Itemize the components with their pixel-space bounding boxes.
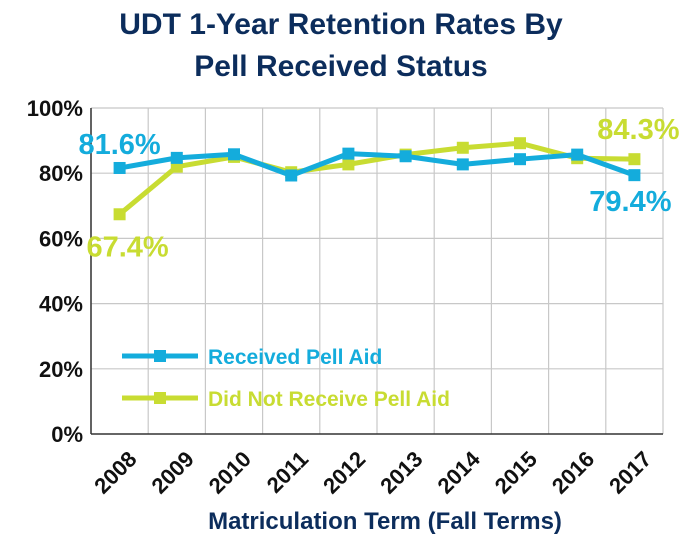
y-tick-label: 20% xyxy=(39,357,83,382)
x-tick-label: 2014 xyxy=(432,446,485,499)
data-point xyxy=(399,150,412,163)
data-point xyxy=(628,169,641,182)
x-tick-label: 2015 xyxy=(490,446,542,498)
data-point xyxy=(514,137,526,150)
legend-swatch-marker xyxy=(154,350,166,362)
data-label: 84.3% xyxy=(597,114,679,146)
legend-swatch-marker xyxy=(154,392,166,404)
x-tick-label: 2013 xyxy=(375,446,427,498)
x-axis-label: Matriculation Term (Fall Terms) xyxy=(208,508,562,535)
data-point xyxy=(571,148,584,161)
x-tick-label: 2010 xyxy=(204,446,256,498)
legend-label: Received Pell Aid xyxy=(208,346,382,369)
y-tick-label: 0% xyxy=(51,422,83,447)
x-tick-label: 2017 xyxy=(604,446,656,498)
data-label: 67.4% xyxy=(86,231,168,263)
series-line xyxy=(118,140,635,217)
data-point xyxy=(342,147,355,160)
data-point xyxy=(285,169,298,182)
data-point xyxy=(113,161,126,174)
y-tick-label: 80% xyxy=(39,161,83,186)
x-tick-label: 2012 xyxy=(318,446,370,498)
x-tick-label: 2009 xyxy=(146,446,198,498)
x-tick-label: 2016 xyxy=(547,446,599,498)
axes xyxy=(90,108,663,435)
data-point xyxy=(514,153,526,166)
data-point xyxy=(628,153,641,166)
chart-title-line-2: Pell Received Status xyxy=(194,50,487,83)
data-point xyxy=(113,208,126,221)
y-tick-label: 40% xyxy=(39,292,83,317)
y-tick-labels: 0% 20% 40% 60% 80% 100% xyxy=(27,96,83,447)
series xyxy=(113,137,641,221)
data-point xyxy=(456,141,469,154)
chart-title-line-1: UDT 1-Year Retention Rates By xyxy=(119,8,563,41)
y-tick-label: 60% xyxy=(39,226,83,251)
x-tick-label: 2011 xyxy=(262,446,313,497)
y-tick-label: 100% xyxy=(27,96,83,121)
data-point xyxy=(170,151,183,164)
legend-label: Did Not Receive Pell Aid xyxy=(208,388,450,411)
data-label: 79.4% xyxy=(589,186,671,218)
annotations: 81.6% 67.4% 84.3% 79.4% xyxy=(78,114,679,263)
data-point xyxy=(228,148,240,161)
x-tick-label: 2008 xyxy=(89,446,141,498)
legend: Received Pell Aid Did Not Receive Pell Ai… xyxy=(122,346,450,411)
series-line xyxy=(119,151,636,178)
data-label: 81.6% xyxy=(78,129,160,161)
data-point xyxy=(456,158,469,171)
data-point xyxy=(342,158,355,171)
x-tick-labels: 2008 2009 2010 2011 2012 2013 2014 2015 2016 2017 xyxy=(89,446,656,499)
